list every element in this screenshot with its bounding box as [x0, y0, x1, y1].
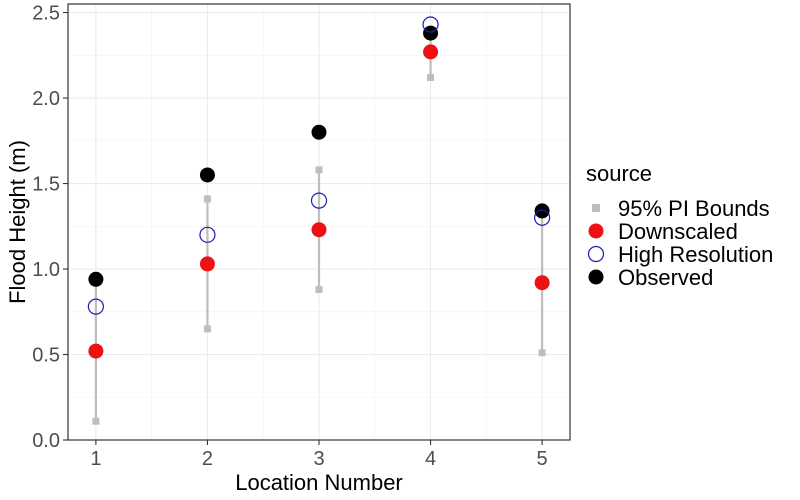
high-resolution-point — [422, 16, 439, 33]
pi-lower-bound — [92, 417, 100, 425]
legend-key-downscaled — [588, 223, 604, 239]
y-tick-label: 1.0 — [32, 259, 60, 281]
x-tick-label: 4 — [425, 448, 436, 470]
legend-key-observed — [588, 269, 604, 285]
downscaled-point — [534, 275, 550, 291]
observed-point — [423, 25, 439, 41]
pi-upper-bound — [315, 166, 323, 174]
y-tick-label: 0.5 — [32, 345, 60, 367]
axes: 0.0 0.5 1.0 1.5 2.0 2.5 1 2 3 4 5 — [32, 3, 547, 470]
x-axis-title: Location Number — [235, 470, 403, 495]
x-tick-label: 1 — [90, 448, 101, 470]
observed-point — [311, 124, 327, 140]
observed-point — [534, 203, 550, 219]
pi-lower-bound — [203, 325, 211, 333]
x-tick-label: 3 — [313, 448, 324, 470]
pi-lower-bound — [315, 286, 323, 294]
legend-label-downscaled: Downscaled — [618, 219, 738, 244]
legend-label-95-pi-bounds: 95% PI Bounds — [618, 196, 770, 221]
legend-key-high-resolution — [587, 245, 605, 263]
y-tick-label: 2.5 — [32, 3, 60, 25]
downscaled-point — [311, 222, 327, 238]
legend-title: source — [586, 161, 652, 186]
legend-label-observed: Observed — [618, 265, 713, 290]
observed-point — [88, 271, 104, 287]
pi-upper-bound — [203, 195, 211, 203]
y-tick-label: 2.0 — [32, 88, 60, 110]
x-tick-label: 2 — [202, 448, 213, 470]
high-resolution-point — [199, 226, 216, 243]
y-tick-label: 1.5 — [32, 174, 60, 196]
high-resolution-point — [87, 298, 104, 315]
x-tick-label: 5 — [537, 448, 548, 470]
high-resolution-point — [310, 192, 328, 209]
observed-point — [199, 167, 215, 183]
downscaled-point — [88, 343, 104, 359]
pi-lower-bound — [427, 74, 435, 82]
downscaled-point — [199, 256, 215, 272]
legend-key-95-pi-bounds — [592, 204, 600, 212]
legend-label-high-resolution: High Resolution — [618, 242, 773, 267]
downscaled-point — [423, 44, 439, 60]
y-tick-label: 0.0 — [32, 430, 60, 452]
y-axis-title: Flood Height (m) — [5, 140, 30, 304]
high-resolution-point — [534, 209, 551, 226]
point-layer — [87, 16, 551, 359]
pi-lower-bound — [538, 349, 546, 357]
